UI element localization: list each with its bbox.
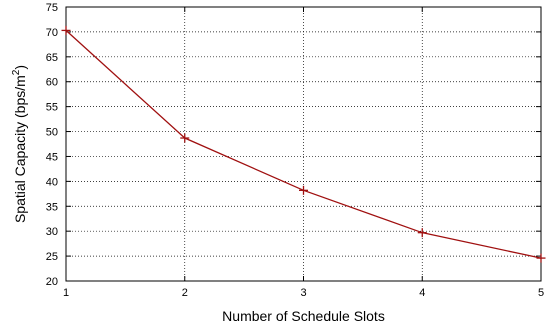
y-axis-title: Spatial Capacity (bps/m2) — [11, 65, 28, 223]
x-tick-label: 5 — [538, 287, 544, 299]
y-tick-label: 20 — [46, 276, 58, 288]
x-axis-title: Number of Schedule Slots — [222, 308, 385, 324]
y-axis-title-superscript: 2 — [11, 69, 22, 75]
y-tick-label: 40 — [46, 176, 58, 188]
y-tick-label: 70 — [46, 27, 58, 39]
x-tick-label: 2 — [182, 287, 188, 299]
y-tick-label: 55 — [46, 102, 58, 114]
x-tick-label: 3 — [300, 287, 306, 299]
y-axis-title-main: Spatial Capacity (bps/m — [12, 75, 28, 223]
plot-frame — [65, 6, 542, 282]
x-tick-label: 1 — [63, 287, 69, 299]
data-point-marker — [299, 185, 308, 195]
data-point-marker — [61, 25, 71, 35]
data-point-marker — [417, 228, 427, 238]
x-tick-label: 4 — [419, 287, 425, 299]
data-point-marker — [180, 133, 190, 143]
y-tick-label: 25 — [46, 251, 58, 263]
grid — [66, 7, 541, 281]
series-layer — [61, 25, 546, 263]
y-tick-label: 45 — [46, 151, 58, 163]
y-axis-title-close: ) — [12, 65, 28, 70]
y-tick-labels: 20 25 30 35 40 45 50 55 60 65 70 75 — [46, 2, 58, 288]
y-tick-label: 50 — [46, 127, 58, 139]
y-tick-label: 65 — [46, 52, 58, 64]
y-tick-label: 35 — [46, 201, 58, 213]
y-tick-label: 60 — [46, 77, 58, 89]
axis-ticks — [65, 6, 542, 282]
data-point-marker — [536, 253, 546, 263]
y-tick-label: 30 — [46, 226, 58, 238]
y-tick-label: 75 — [46, 2, 58, 14]
x-tick-labels: 1 2 3 4 5 — [63, 287, 544, 299]
